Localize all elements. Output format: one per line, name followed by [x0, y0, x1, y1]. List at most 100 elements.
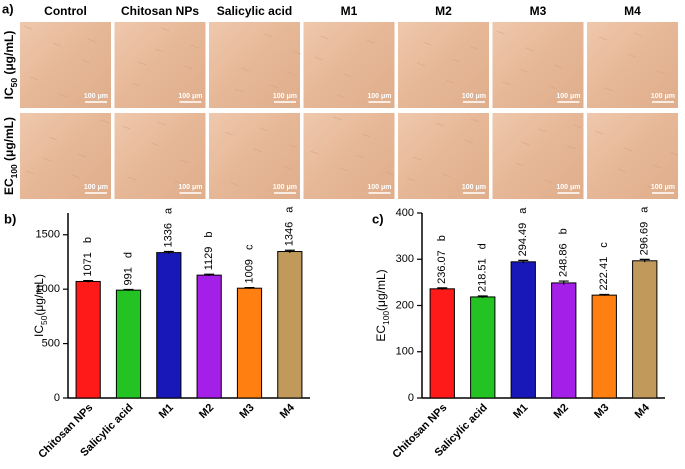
cell-streak	[617, 168, 627, 173]
cell-streak	[320, 35, 329, 40]
cell-streak	[42, 157, 52, 162]
y-axis-label: EC100(μg/mL)	[374, 269, 391, 341]
y-axis-label: IC50(μg/mL)	[32, 274, 49, 337]
error-bar	[244, 286, 255, 289]
error-bar	[477, 295, 488, 298]
cell-streak	[259, 127, 269, 132]
cell-streak	[253, 148, 263, 153]
cell-streak	[633, 32, 643, 37]
y-tick-label: 1000	[36, 283, 60, 295]
scale-bar-label: 100 μm	[462, 184, 486, 191]
x-tick-label: M2	[552, 402, 571, 421]
cell-streak	[356, 154, 365, 159]
micrograph	[209, 113, 300, 199]
significance-label: a	[517, 207, 529, 214]
cell-streak	[240, 67, 250, 72]
scale-bar-label: 100 μm	[273, 93, 297, 100]
y-tick-label: 400	[396, 207, 414, 219]
value-label: 296.69	[639, 222, 651, 256]
cell-streak	[470, 118, 480, 123]
x-tick-label: M4	[633, 401, 653, 421]
scale-bar-label: 100 μm	[367, 93, 391, 100]
micrograph	[492, 113, 584, 199]
scale-bar-label: 100 μm	[178, 93, 202, 100]
cell-streak	[230, 182, 240, 187]
error-bar	[83, 279, 94, 283]
cell-streak	[646, 185, 656, 190]
value-label: 222.41	[598, 257, 610, 291]
cell-streak	[573, 124, 582, 129]
y-tick-label: 1500	[36, 229, 60, 241]
significance-label: a	[163, 207, 175, 214]
cell-streak	[174, 180, 183, 185]
x-tick-label: M3	[237, 402, 256, 421]
cell-streak	[515, 162, 524, 167]
row-label-sub: 100	[9, 164, 19, 178]
bar	[429, 288, 455, 399]
cell-streak	[286, 71, 296, 76]
row-label-main: IC	[2, 87, 16, 99]
row-label: EC100 (μg/mL)	[2, 117, 19, 195]
micrograph	[114, 22, 206, 108]
bar	[196, 274, 222, 399]
cell-streak	[567, 145, 576, 150]
error-bar	[123, 288, 134, 291]
y-tick-label: 0	[408, 392, 414, 404]
bar	[75, 280, 101, 399]
x-tick-label: M1	[511, 402, 530, 421]
scale-bar-label: 100 μm	[273, 184, 297, 191]
error-bar	[204, 273, 215, 277]
x-tick-label: M2	[197, 402, 216, 421]
value-label: 236.07	[436, 250, 448, 284]
cell-streak	[474, 96, 484, 101]
y-tick-label: 300	[396, 253, 414, 265]
cell-streak	[372, 90, 381, 95]
cell-streak	[554, 64, 563, 69]
bar	[156, 252, 182, 399]
significance-label: a	[284, 206, 296, 213]
scale-bar-label: 100 μm	[651, 93, 675, 100]
significance-label: a	[639, 206, 651, 213]
row-label: IC50 (μg/mL)	[2, 31, 19, 100]
error-bar	[163, 250, 174, 254]
scale-bar-label: 100 μm	[178, 184, 202, 191]
scale-bar-label: 100 μm	[367, 184, 391, 191]
cell-streak	[132, 82, 141, 87]
cell-streak	[234, 88, 244, 93]
cell-streak	[538, 128, 547, 133]
cell-streak	[496, 30, 505, 35]
value-label: 248.86	[558, 243, 570, 277]
column-label: M3	[530, 4, 547, 18]
cell-streak	[333, 116, 342, 121]
micrograph	[398, 22, 489, 108]
cell-streak	[180, 159, 189, 164]
significance-label: d	[122, 252, 134, 258]
cell-streak	[656, 70, 666, 75]
micrograph	[587, 113, 678, 199]
cell-streak	[548, 85, 557, 90]
significance-label: b	[82, 237, 94, 243]
error-bar	[284, 249, 295, 253]
cell-streak	[100, 119, 110, 124]
cell-streak	[385, 171, 394, 176]
cell-streak	[314, 56, 323, 61]
row-label-unit: (μg/mL)	[2, 31, 16, 78]
value-label: 991	[122, 267, 134, 285]
cell-streak	[623, 147, 633, 152]
cell-streak	[343, 73, 352, 78]
cell-streak	[81, 59, 91, 64]
cell-streak	[288, 144, 298, 149]
cell-streak	[25, 170, 35, 175]
scale-bar-label: 100 μm	[651, 184, 675, 191]
y-axis-label-main: EC	[374, 325, 388, 342]
cell-streak	[652, 164, 662, 169]
y-axis-label-sub: 100	[381, 311, 391, 325]
cell-streak	[310, 150, 319, 155]
cell-streak	[525, 47, 534, 52]
panel-label: b)	[4, 211, 16, 226]
value-label: 1071	[82, 252, 94, 276]
significance-label: b	[558, 228, 570, 234]
cell-streak	[155, 48, 164, 53]
significance-label: c	[598, 242, 610, 248]
bar	[115, 289, 142, 399]
